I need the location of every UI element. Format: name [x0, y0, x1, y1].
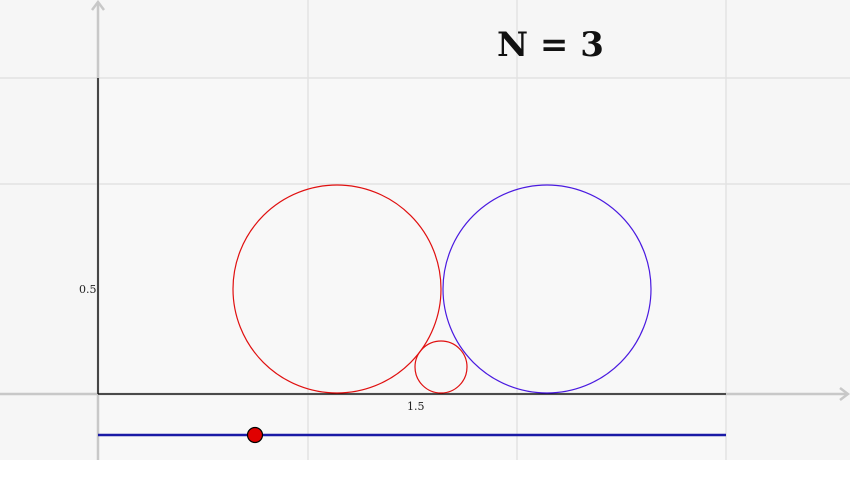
left-red-circle — [232, 184, 442, 394]
right-blue-circle — [442, 184, 652, 394]
y-tick-label: 0.5 — [79, 283, 97, 296]
grid — [0, 0, 850, 460]
x-tick-label: 1.5 — [407, 400, 425, 413]
x-axis-arrow — [839, 387, 850, 401]
slider-handle[interactable] — [246, 426, 264, 444]
canvas-bottom-strip — [0, 460, 850, 477]
n-value-title: N = 3 — [497, 25, 604, 65]
construction-axes — [97, 78, 726, 395]
small-red-circle — [414, 340, 468, 394]
y-axis-arrow — [91, 0, 105, 11]
drawing-frame — [98, 78, 726, 460]
